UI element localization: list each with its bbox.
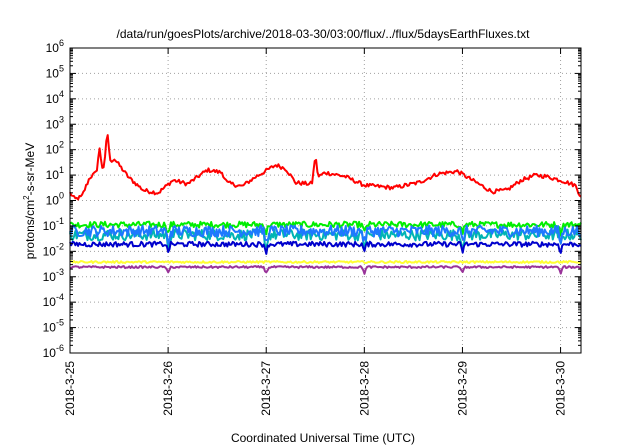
y-tick-base: 10 bbox=[46, 117, 60, 131]
x-ticks: 2018-3-25 2018-3-26 2018-3-27 2018-3-28 2018… bbox=[63, 48, 568, 416]
y-tick-exponent: 0 bbox=[59, 191, 64, 201]
y-tick-exponent: -4 bbox=[56, 292, 64, 302]
y-tick-base: 10 bbox=[46, 143, 60, 157]
y-tick-exponent: -3 bbox=[56, 267, 64, 277]
y-tick-base: 10 bbox=[46, 66, 60, 80]
x-tick-label: 2018-3-26 bbox=[161, 361, 175, 416]
series-line-4 bbox=[69, 224, 582, 245]
y-tick-label: 10-3 bbox=[43, 267, 64, 284]
y-tick-label: 102 bbox=[46, 140, 64, 157]
y-axis-label-suffix: -s-sr-MeV bbox=[23, 143, 37, 196]
y-tick-base: 10 bbox=[46, 92, 60, 106]
y-tick-label: 101 bbox=[46, 165, 64, 182]
y-tick-label: 100 bbox=[46, 191, 64, 208]
y-axis-label-sup: 2 bbox=[22, 195, 31, 200]
y-tick-label: 104 bbox=[46, 89, 64, 106]
y-tick-label: 10-1 bbox=[43, 216, 64, 233]
series-line-5 bbox=[69, 240, 582, 255]
y-axis-label: protons/cm2-s-sr-MeV bbox=[22, 143, 37, 259]
y-tick-base: 10 bbox=[43, 270, 57, 284]
y-tick-exponent: -5 bbox=[56, 318, 64, 328]
y-tick-exponent: -6 bbox=[56, 343, 64, 353]
y-tick-base: 10 bbox=[46, 194, 60, 208]
x-tick-label: 2018-3-25 bbox=[63, 361, 77, 416]
y-tick-base: 10 bbox=[46, 168, 60, 182]
y-axis-label-prefix: protons/cm bbox=[23, 200, 37, 259]
y-tick-label: 10-4 bbox=[43, 292, 64, 309]
y-tick-base: 10 bbox=[43, 321, 57, 335]
y-tick-base: 10 bbox=[43, 219, 57, 233]
y-tick-exponent: -1 bbox=[56, 216, 64, 226]
y-ticks: 10610510410310210110010-110-210-310-410-… bbox=[43, 38, 581, 360]
series-group bbox=[69, 134, 582, 275]
y-tick-label: 10-6 bbox=[43, 343, 64, 360]
y-tick-label: 106 bbox=[46, 38, 64, 55]
y-tick-exponent: 4 bbox=[59, 89, 64, 99]
y-tick-exponent: 6 bbox=[59, 38, 64, 48]
x-axis-label: Coordinated Universal Time (UTC) bbox=[231, 431, 415, 445]
y-tick-base: 10 bbox=[43, 295, 57, 309]
x-tick-label: 2018-3-30 bbox=[554, 361, 568, 416]
y-tick-exponent: 5 bbox=[59, 63, 64, 73]
series-line-3 bbox=[69, 228, 582, 253]
series-line-1 bbox=[69, 134, 582, 201]
y-tick-label: 10-5 bbox=[43, 318, 64, 335]
x-tick-label: 2018-3-29 bbox=[455, 361, 469, 416]
y-tick-label: 105 bbox=[46, 63, 64, 80]
y-tick-exponent: 3 bbox=[59, 114, 64, 124]
x-tick-label: 2018-3-28 bbox=[357, 361, 371, 416]
y-tick-base: 10 bbox=[43, 346, 57, 360]
y-tick-label: 10-2 bbox=[43, 241, 64, 258]
chart-title: /data/run/goesPlots/archive/2018-03-30/0… bbox=[117, 27, 531, 41]
y-tick-exponent: 2 bbox=[59, 140, 64, 150]
y-tick-base: 10 bbox=[46, 41, 60, 55]
x-tick-label: 2018-3-27 bbox=[259, 361, 273, 416]
grid bbox=[70, 48, 581, 353]
series-line-6 bbox=[69, 260, 582, 264]
y-tick-base: 10 bbox=[43, 244, 57, 258]
y-tick-exponent: 1 bbox=[59, 165, 64, 175]
y-tick-label: 103 bbox=[46, 114, 64, 131]
y-tick-exponent: -2 bbox=[56, 241, 64, 251]
series-line-7 bbox=[69, 265, 582, 275]
